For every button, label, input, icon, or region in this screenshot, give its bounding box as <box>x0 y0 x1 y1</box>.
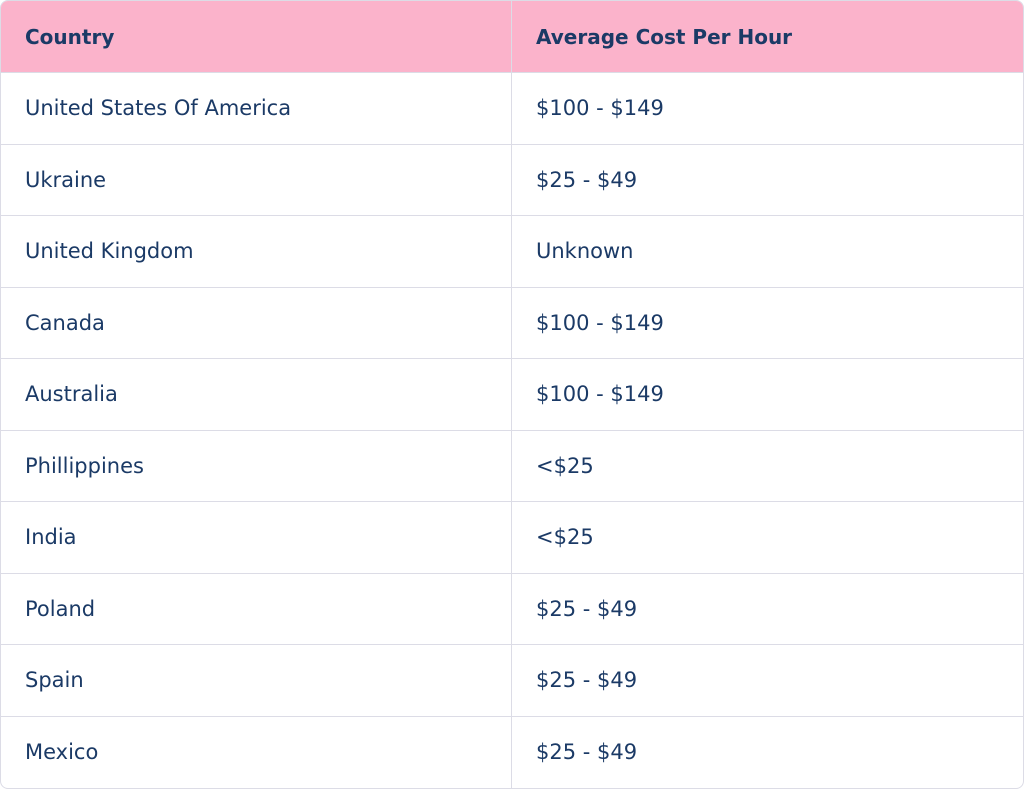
table-row: Poland $25 - $49 <box>1 573 1023 645</box>
table-row: Ukraine $25 - $49 <box>1 144 1023 216</box>
table-row: Canada $100 - $149 <box>1 287 1023 359</box>
table-row: Mexico $25 - $49 <box>1 716 1023 788</box>
country-cell: Ukraine <box>1 144 512 216</box>
header-row: Country Average Cost Per Hour <box>1 1 1023 73</box>
header-cell: Average Cost Per Hour <box>512 1 1023 73</box>
cost-cell: $25 - $49 <box>512 645 1023 717</box>
header-cell: Country <box>1 1 512 73</box>
table-row: Phillippines <$25 <box>1 430 1023 502</box>
country-cell: Poland <box>1 573 512 645</box>
country-cell: Mexico <box>1 716 512 788</box>
country-cell: Phillippines <box>1 430 512 502</box>
cost-cell: $100 - $149 <box>512 73 1023 145</box>
table-row: United Kingdom Unknown <box>1 216 1023 288</box>
country-cell: United States Of America <box>1 73 512 145</box>
country-cell: Canada <box>1 287 512 359</box>
cost-cell: $25 - $49 <box>536 740 638 765</box>
cost-cell: $100 - $149 <box>512 288 1023 359</box>
table-body: United States Of America $100 - $149 Ukrai… <box>1 73 1023 788</box>
cost-cell: Unknown <box>512 216 1023 288</box>
cost-cell: <$25 <box>512 502 1023 574</box>
cost-cell: $100 - $149 <box>512 359 1023 431</box>
cost-cell: <$25 <box>512 431 1023 502</box>
country-cell: India <box>1 502 512 574</box>
cost-cell: $25 - $49 <box>512 574 1023 645</box>
table-row: United States Of America $100 - $149 <box>1 73 1023 145</box>
table-row: Spain $25 - $49 <box>1 645 1023 717</box>
country-cell: Australia <box>1 359 512 431</box>
country-cell: United Kingdom <box>1 216 512 288</box>
cost-cell: $25 - $49 <box>512 145 1023 216</box>
table-row: Australia $100 - $149 <box>1 359 1023 431</box>
country-cell: Spain <box>1 645 512 717</box>
table-row: India <$25 <box>1 502 1023 574</box>
